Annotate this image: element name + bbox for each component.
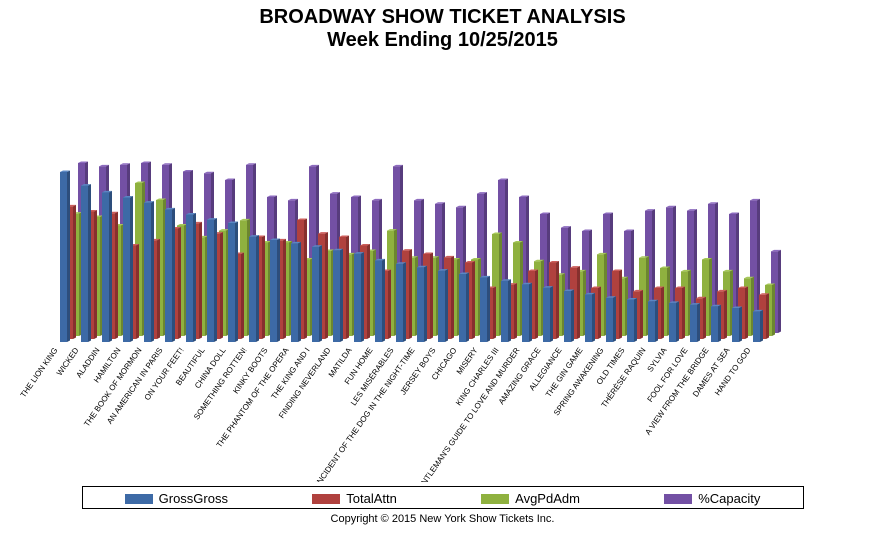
legend-item-capacity: %Capacity (664, 491, 760, 506)
title-line-2: Week Ending 10/25/2015 (0, 29, 885, 52)
legend-swatch (125, 494, 153, 504)
legend-item-totalattn: TotalAttn (312, 491, 397, 506)
chart-title: BROADWAY SHOW TICKET ANALYSIS Week Endin… (0, 0, 885, 52)
legend: GrossGross TotalAttn AvgPdAdm %Capacity (82, 486, 804, 509)
svg-text:THE LION KING: THE LION KING (19, 346, 60, 399)
legend-item-grossgross: GrossGross (125, 491, 228, 506)
bar-chart-3d: THE LION KINGWICKEDALADDINHAMILTONTHE BO… (0, 52, 885, 482)
legend-item-avgpdadm: AvgPdAdm (481, 491, 580, 506)
legend-swatch (481, 494, 509, 504)
svg-text:THE CURIOUS INCIDENT OF THE DO: THE CURIOUS INCIDENT OF THE DOG IN THE N… (281, 346, 417, 482)
copyright: Copyright © 2015 New York Show Tickets I… (0, 513, 885, 525)
legend-swatch (312, 494, 340, 504)
legend-swatch (664, 494, 692, 504)
title-line-1: BROADWAY SHOW TICKET ANALYSIS (0, 6, 885, 29)
legend-label: GrossGross (159, 491, 228, 506)
legend-label: TotalAttn (346, 491, 397, 506)
legend-label: %Capacity (698, 491, 760, 506)
chart-area: THE LION KINGWICKEDALADDINHAMILTONTHE BO… (0, 52, 885, 482)
legend-label: AvgPdAdm (515, 491, 580, 506)
